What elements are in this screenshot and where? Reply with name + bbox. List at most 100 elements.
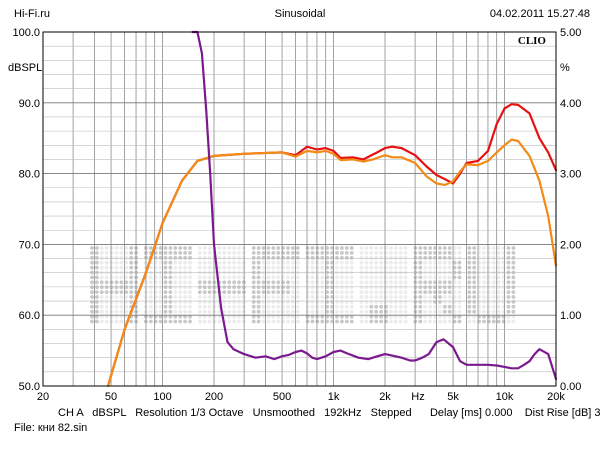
watermark-dot <box>212 295 217 299</box>
watermark-dot <box>95 319 99 324</box>
watermark-dot <box>452 304 457 309</box>
watermark-dot <box>95 246 99 250</box>
watermark-dot <box>442 319 447 324</box>
watermark-dot <box>202 246 207 250</box>
watermark-dot <box>178 290 183 294</box>
watermark-dot <box>428 280 432 285</box>
watermark-dot <box>291 255 295 260</box>
watermark-dot <box>124 280 129 285</box>
watermark-dot <box>393 304 398 309</box>
watermark-dot <box>467 319 472 324</box>
watermark-dot <box>104 300 109 304</box>
header-left-label: Hi-Fi.ru <box>14 8 51 20</box>
watermark-dot <box>178 255 183 260</box>
watermark-dot <box>251 246 256 250</box>
watermark-dot <box>335 246 339 250</box>
watermark-dot <box>129 290 134 294</box>
watermark-dot <box>114 304 119 309</box>
watermark-dot <box>104 304 109 309</box>
watermark-dot <box>95 285 99 290</box>
watermark-dot <box>173 300 178 304</box>
watermark-dot <box>271 300 276 304</box>
watermark-dot <box>364 290 369 294</box>
watermark-dot <box>359 314 364 319</box>
watermark-dot <box>173 295 178 299</box>
watermark-dot <box>119 280 124 285</box>
watermark-dot <box>442 265 447 270</box>
x-tick-label: 20 <box>37 391 49 403</box>
watermark-dot <box>374 304 379 309</box>
watermark-dot <box>256 255 261 260</box>
watermark-dot <box>452 265 457 270</box>
watermark-dot <box>438 314 442 319</box>
watermark-dot <box>109 255 114 260</box>
watermark-dot <box>433 309 437 314</box>
watermark-dot <box>197 309 202 314</box>
watermark-dot <box>173 285 178 290</box>
watermark-dot <box>491 319 496 324</box>
watermark-dot <box>207 251 212 255</box>
watermark-dot <box>148 300 153 304</box>
watermark-dot <box>340 251 344 255</box>
watermark-dot <box>276 319 281 324</box>
watermark-dot <box>237 290 241 294</box>
watermark-dot <box>482 275 486 280</box>
watermark-dot <box>349 285 354 290</box>
watermark-dot <box>90 304 94 309</box>
watermark-dot <box>104 275 109 280</box>
watermark-dot <box>266 290 271 294</box>
watermark-dot <box>379 304 383 309</box>
watermark-dot <box>447 246 452 250</box>
watermark-dot <box>359 290 364 294</box>
watermark-dot <box>109 290 114 294</box>
watermark-dot <box>418 260 423 265</box>
watermark-dot <box>163 319 168 324</box>
watermark-dot <box>109 265 114 270</box>
watermark-dot <box>442 295 447 299</box>
x-tick-label: 20k <box>547 391 565 403</box>
watermark-dot <box>148 295 153 299</box>
watermark-dot <box>457 280 462 285</box>
watermark-dot <box>183 260 188 265</box>
watermark-dot <box>403 314 408 319</box>
watermark-dot <box>124 314 129 319</box>
watermark-dot <box>261 255 266 260</box>
watermark-dot <box>467 295 472 299</box>
watermark-dot <box>124 295 129 299</box>
watermark-dot <box>472 300 477 304</box>
watermark-dot <box>266 280 271 285</box>
watermark-dot <box>452 295 457 299</box>
watermark-dot <box>129 275 134 280</box>
watermark-dot <box>310 319 315 324</box>
watermark-dot <box>423 280 428 285</box>
watermark-dot <box>423 319 428 324</box>
watermark-dot <box>325 280 330 285</box>
watermark-dot <box>369 255 374 260</box>
watermark-dot <box>325 246 330 250</box>
watermark-dot <box>457 255 462 260</box>
watermark-dot <box>158 304 163 309</box>
watermark-dot <box>261 265 266 270</box>
watermark-dot <box>374 300 379 304</box>
watermark-dot <box>315 300 320 304</box>
watermark-dot <box>212 314 217 319</box>
watermark-dot <box>90 285 94 290</box>
watermark-dot <box>369 314 374 319</box>
watermark-dot <box>305 280 310 285</box>
watermark-dot <box>227 285 232 290</box>
watermark-dot <box>359 255 364 260</box>
watermark-dot <box>276 280 281 285</box>
watermark-dot <box>320 255 325 260</box>
watermark-dot <box>114 265 119 270</box>
watermark-dot <box>433 314 437 319</box>
watermark-dot <box>168 295 173 299</box>
watermark-dot <box>438 285 442 290</box>
watermark-dot <box>491 309 496 314</box>
watermark-dot <box>344 295 349 299</box>
watermark-dot <box>344 255 349 260</box>
watermark-dot <box>178 285 183 290</box>
watermark-dot <box>379 260 383 265</box>
watermark-dot <box>472 319 477 324</box>
watermark-dot <box>266 304 271 309</box>
watermark-dot <box>472 295 477 299</box>
